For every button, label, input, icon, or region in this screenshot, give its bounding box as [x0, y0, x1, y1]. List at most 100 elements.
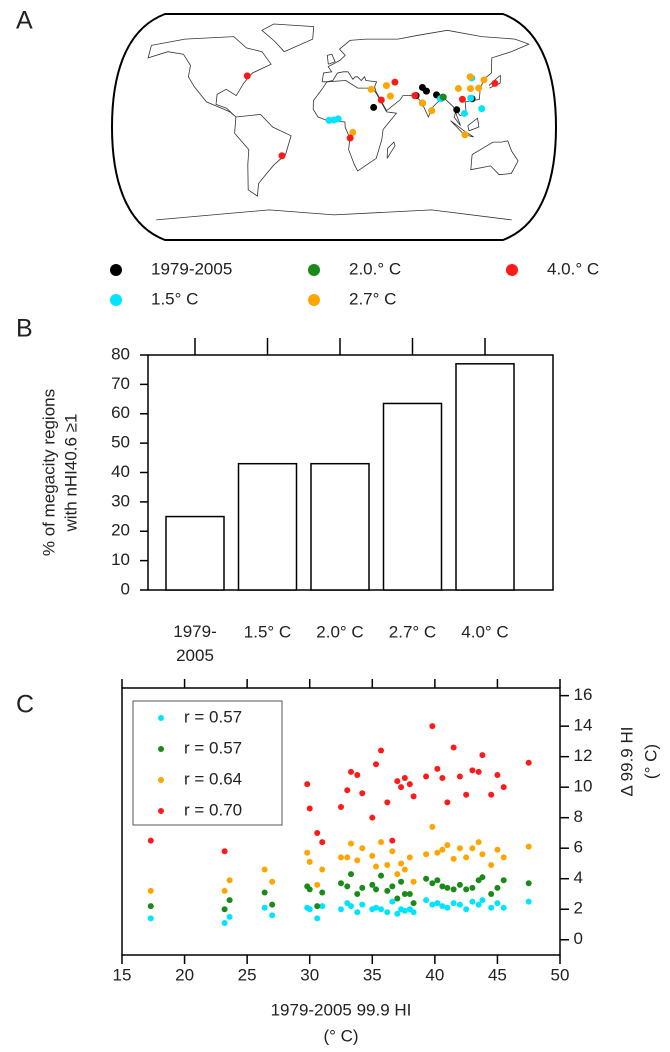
city-point	[461, 131, 469, 139]
point	[319, 903, 326, 910]
x-tick-label: 25	[238, 965, 257, 984]
legend-label: r = 0.57	[184, 707, 242, 726]
point	[488, 890, 495, 897]
point	[398, 860, 405, 867]
coastline	[467, 117, 480, 132]
point	[338, 906, 344, 913]
point	[398, 784, 405, 791]
point	[384, 887, 391, 894]
point	[354, 909, 361, 916]
point	[378, 872, 385, 879]
x-axis-label: 1979-2005 99.9 HI	[271, 1000, 412, 1019]
point	[348, 871, 355, 878]
legend-label: 1.5° C	[151, 289, 198, 308]
point	[221, 848, 228, 855]
point	[261, 889, 268, 896]
point	[463, 886, 470, 893]
x-tick-label: 35	[363, 965, 382, 984]
y-tick-label: 40	[111, 462, 130, 481]
point	[469, 767, 476, 774]
point	[463, 791, 470, 798]
point	[314, 915, 321, 922]
point	[269, 901, 276, 908]
point	[359, 901, 366, 908]
y-tick-label: 80	[111, 344, 130, 363]
point	[456, 773, 463, 780]
coastline	[156, 209, 512, 221]
point	[344, 787, 351, 794]
point	[221, 906, 228, 913]
city-point	[422, 87, 430, 95]
point	[494, 884, 501, 891]
point	[378, 906, 385, 913]
point	[401, 866, 408, 873]
city-point	[467, 94, 475, 102]
point	[479, 752, 486, 759]
city-point	[491, 79, 499, 87]
point	[463, 906, 470, 913]
point	[423, 851, 430, 858]
point	[147, 887, 154, 894]
city-point	[480, 76, 488, 84]
point	[401, 775, 408, 782]
point	[373, 904, 380, 911]
point	[500, 854, 507, 861]
legend-marker	[308, 264, 320, 276]
point	[439, 903, 446, 910]
y-axis-label: with nHI40.6 ≥1	[61, 413, 80, 532]
point	[306, 805, 313, 812]
city-point	[349, 128, 357, 136]
city-point	[382, 82, 390, 90]
point	[456, 845, 463, 852]
point	[147, 837, 154, 844]
bar	[237, 462, 298, 591]
point	[221, 887, 228, 894]
point	[434, 849, 441, 856]
city-point	[478, 105, 486, 113]
point	[373, 863, 380, 870]
x-axis-label: (° C)	[323, 1026, 358, 1045]
point	[261, 904, 268, 911]
city-point	[419, 99, 427, 107]
point	[344, 854, 351, 861]
legend-marker	[110, 294, 122, 306]
point	[261, 866, 268, 873]
point	[434, 765, 441, 772]
point	[389, 898, 396, 905]
point	[304, 781, 311, 788]
point	[306, 906, 313, 913]
point	[389, 848, 396, 855]
panel-label: B	[16, 315, 33, 343]
point	[463, 854, 470, 861]
y-axis-label: Δ 99.9 HI	[617, 727, 636, 797]
point	[500, 904, 507, 911]
point	[359, 884, 366, 891]
point	[221, 919, 228, 926]
point	[494, 900, 501, 907]
x-tick-label: 1979-2005	[173, 622, 216, 665]
point	[401, 907, 408, 914]
point	[314, 829, 321, 836]
point	[500, 877, 507, 884]
city-point	[243, 72, 251, 80]
point	[488, 791, 495, 798]
city-point	[453, 106, 461, 114]
point	[314, 903, 321, 910]
point	[475, 768, 482, 775]
city-point	[278, 152, 286, 160]
legend-marker	[308, 294, 320, 306]
point	[394, 871, 401, 878]
legend-label: r = 0.57	[184, 738, 242, 757]
point	[147, 903, 154, 910]
legend-marker	[506, 264, 518, 276]
point	[304, 849, 311, 856]
legend-label: r = 0.64	[184, 769, 242, 788]
legend-marker	[158, 746, 164, 752]
y-tick-label: 12	[574, 746, 593, 765]
city-point	[439, 93, 447, 101]
city-point	[411, 92, 419, 100]
bar	[165, 515, 225, 591]
city-point	[367, 85, 375, 93]
point	[373, 886, 380, 893]
y-axis-label: % of megacity regions	[39, 389, 58, 556]
